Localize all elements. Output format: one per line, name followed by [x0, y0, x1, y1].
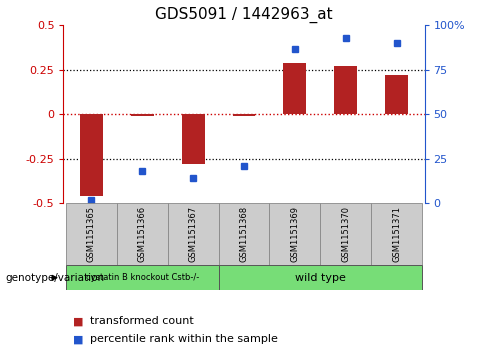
Bar — [371, 203, 422, 265]
Bar — [182, 114, 204, 164]
Bar — [233, 114, 255, 116]
Bar — [131, 114, 154, 116]
Text: genotype/variation: genotype/variation — [5, 273, 104, 283]
Bar — [219, 203, 269, 265]
Text: wild type: wild type — [295, 273, 346, 283]
Bar — [284, 63, 306, 114]
Text: GSM1151369: GSM1151369 — [290, 206, 299, 262]
Bar — [66, 265, 219, 290]
Text: GSM1151368: GSM1151368 — [240, 206, 248, 262]
Bar — [66, 203, 117, 265]
Title: GDS5091 / 1442963_at: GDS5091 / 1442963_at — [155, 7, 333, 23]
Text: GSM1151365: GSM1151365 — [87, 206, 96, 262]
Bar — [385, 75, 408, 114]
Text: percentile rank within the sample: percentile rank within the sample — [90, 334, 278, 344]
Text: cystatin B knockout Cstb-/-: cystatin B knockout Cstb-/- — [86, 273, 199, 282]
Bar — [320, 203, 371, 265]
Bar — [269, 203, 320, 265]
Bar — [168, 203, 219, 265]
Text: GSM1151367: GSM1151367 — [189, 206, 198, 262]
Bar — [219, 265, 422, 290]
Text: GSM1151366: GSM1151366 — [138, 206, 147, 262]
Text: GSM1151371: GSM1151371 — [392, 206, 401, 262]
Text: GSM1151370: GSM1151370 — [341, 206, 350, 262]
Text: ■: ■ — [73, 334, 84, 344]
Bar — [80, 114, 103, 196]
Text: ■: ■ — [73, 316, 84, 326]
Text: transformed count: transformed count — [90, 316, 194, 326]
Bar — [117, 203, 168, 265]
Bar — [334, 66, 357, 114]
